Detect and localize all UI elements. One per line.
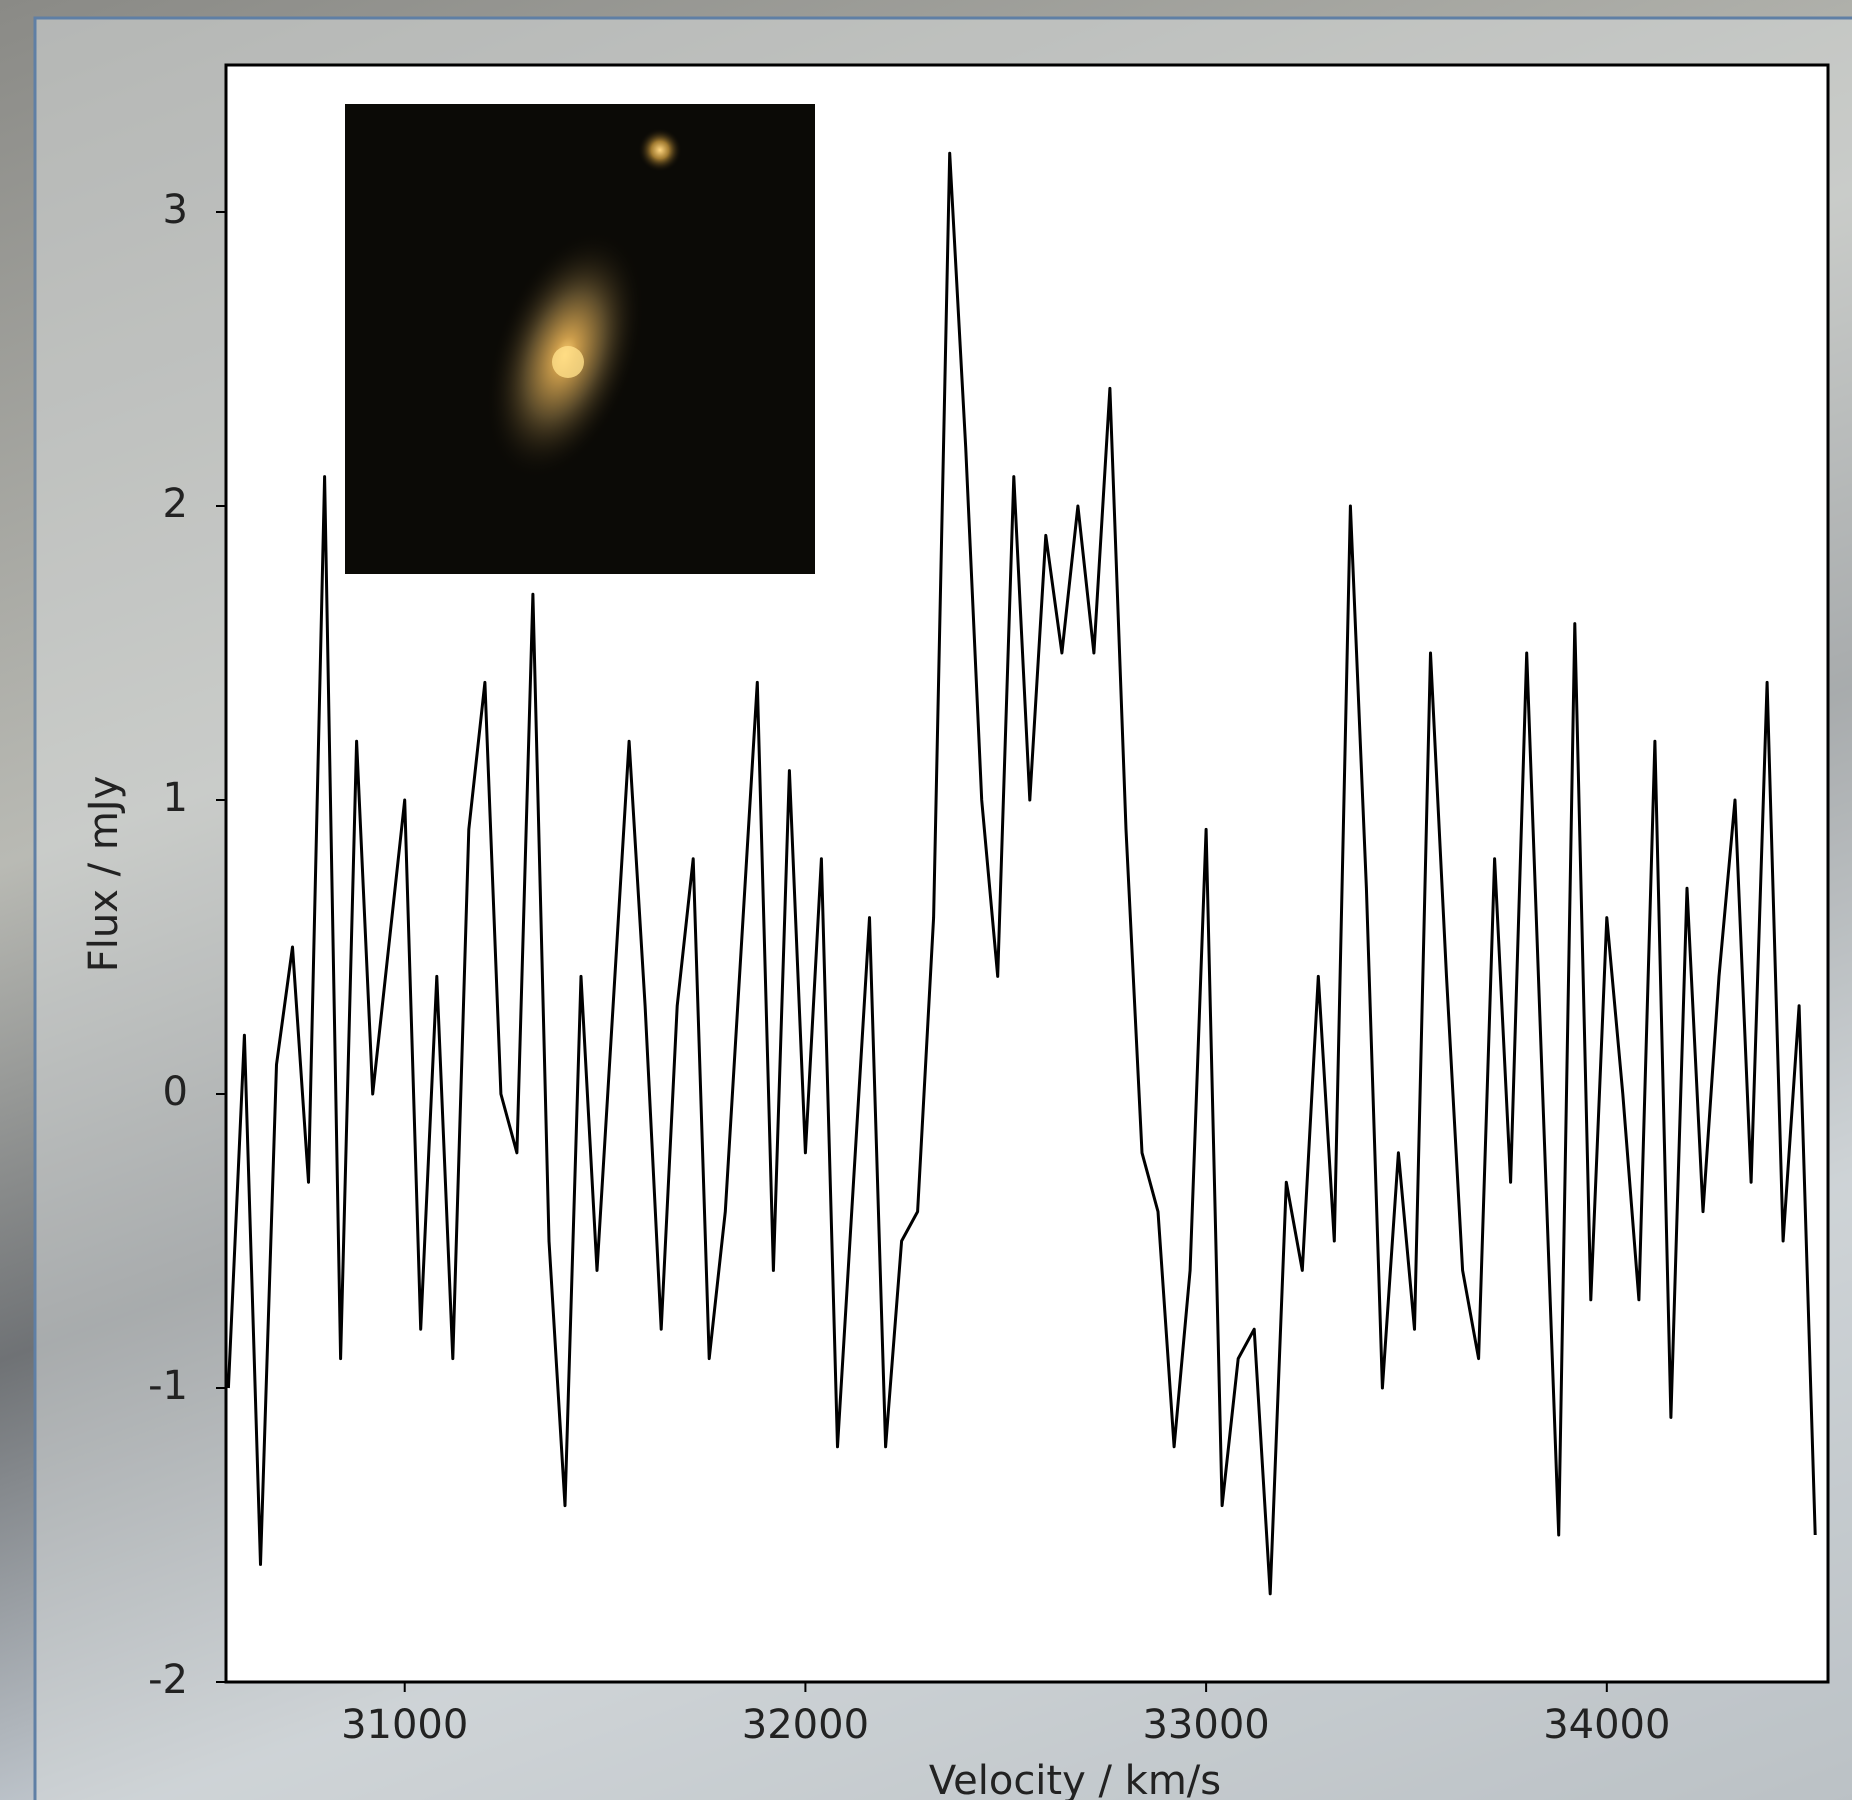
y-tick-label: 0	[163, 1069, 188, 1115]
y-tick-label: 3	[163, 187, 188, 233]
galaxy-inset	[345, 104, 815, 574]
x-tick-label: 33000	[1142, 1702, 1269, 1748]
y-tick-label: -2	[148, 1657, 188, 1703]
y-tick-label: -1	[148, 1363, 188, 1409]
y-tick-label: 2	[163, 481, 188, 527]
y-tick-label: 1	[163, 775, 188, 821]
spectrum-line	[226, 151, 1817, 1596]
x-tick-label: 31000	[341, 1702, 468, 1748]
x-tick-label: 32000	[742, 1702, 869, 1748]
x-axis-label: Velocity / km/s	[929, 1758, 1221, 1800]
y-axis-label: Flux / mJy	[81, 776, 127, 972]
x-tick-label: 34000	[1543, 1702, 1670, 1748]
